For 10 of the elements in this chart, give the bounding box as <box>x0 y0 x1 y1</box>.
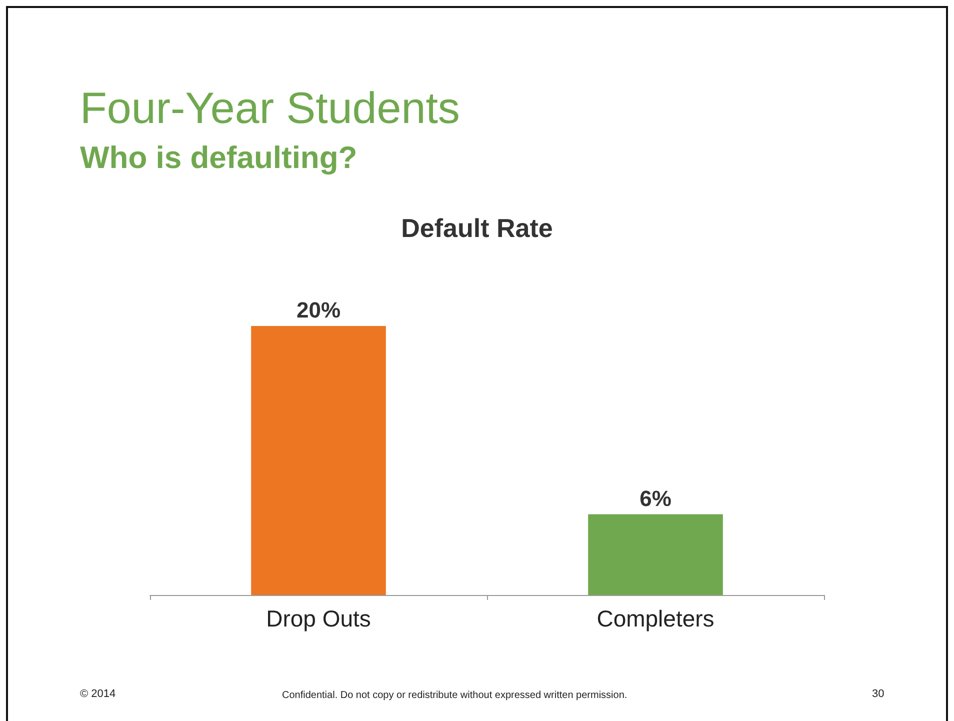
x-tick-label: Drop Outs <box>266 606 371 632</box>
chart-title: Default Rate <box>401 213 553 243</box>
text: © 2014 <box>80 688 116 700</box>
data-label: 6% <box>640 486 672 511</box>
data-label: 20% <box>296 298 341 322</box>
text: Confidential. Do not copy or redistribute without expressed written permission. <box>282 690 628 701</box>
text: Four-Year Students <box>80 84 460 134</box>
text: Who is defaulting? <box>80 140 358 176</box>
x-tick-label: Completers <box>596 606 714 632</box>
text: 30 <box>872 688 884 700</box>
